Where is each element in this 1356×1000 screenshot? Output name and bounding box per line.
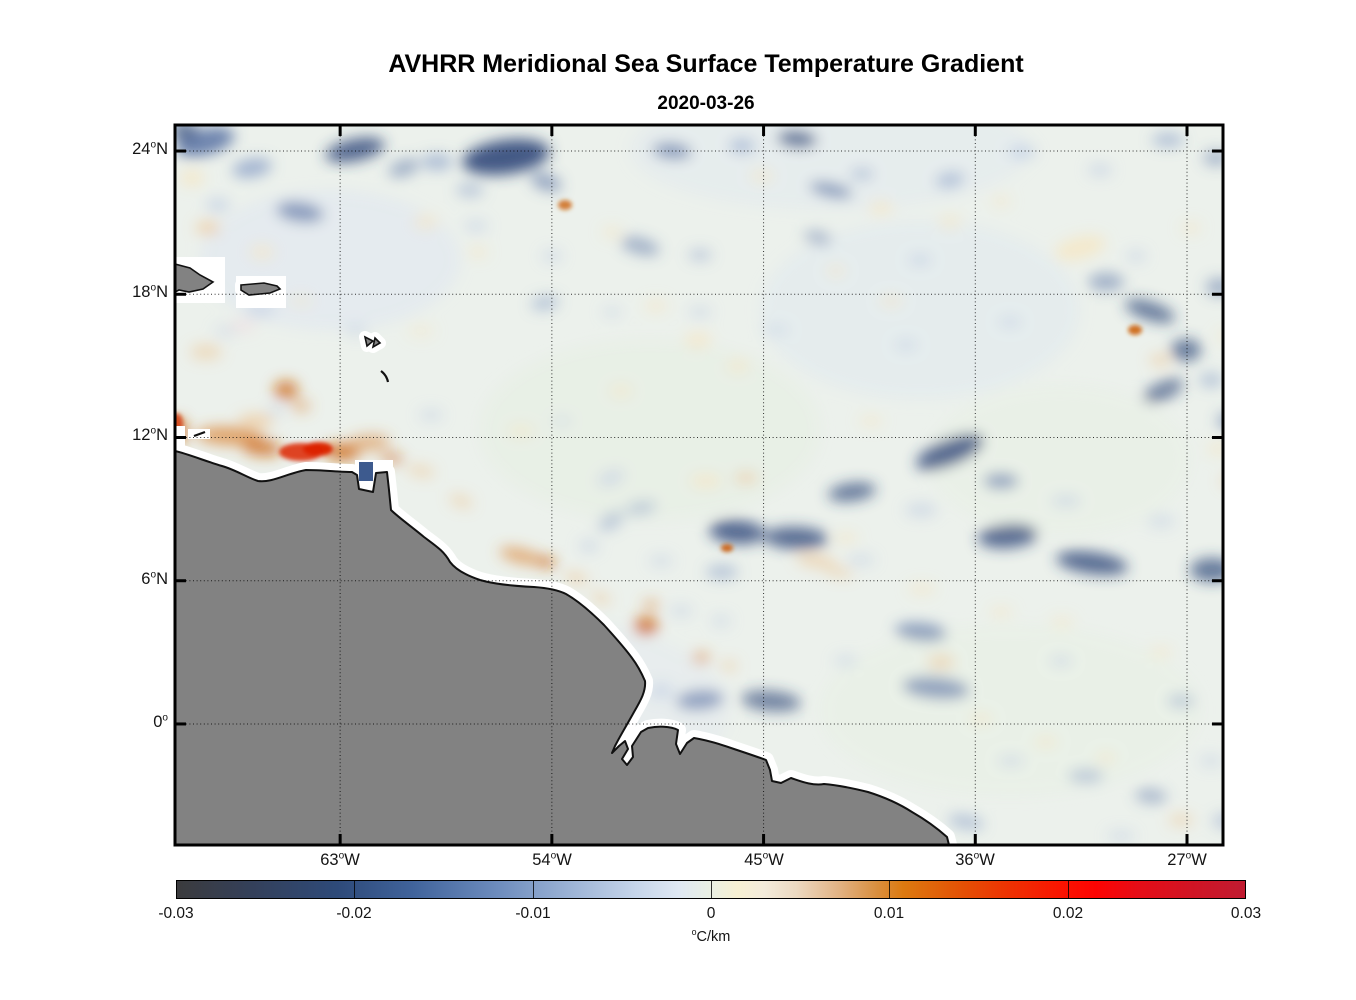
y-tick-label: 6oN	[141, 569, 168, 588]
colorbar-tick-label: 0.03	[1230, 905, 1262, 922]
colorbar-tick-label: 0.01	[873, 905, 905, 922]
mainland-coastline	[175, 450, 950, 845]
y-tick-label: 12oN	[132, 425, 168, 444]
gradient-field	[175, 125, 1223, 842]
colorbar-tick-label: -0.01	[515, 905, 551, 922]
island	[240, 282, 282, 296]
island	[193, 430, 206, 438]
y-tick-label: 0o	[153, 712, 168, 731]
island	[380, 370, 390, 383]
colorbar-tick-label: 0.02	[1052, 905, 1084, 922]
land-mass	[175, 257, 957, 845]
x-tick-label: 54oW	[532, 850, 572, 869]
colorbar-unit-label: oC/km	[691, 927, 731, 945]
y-tick-label: 24oN	[132, 139, 168, 158]
figure-date: 2020-03-26	[657, 93, 755, 114]
colorbar-tick-label: 0	[706, 905, 716, 922]
x-tick-label: 45oW	[744, 850, 784, 869]
y-tick-label: 18oN	[132, 282, 168, 301]
colorbar-tick	[711, 880, 712, 899]
colorbar-tick	[354, 880, 355, 899]
colorbar-tick-label: -0.03	[158, 905, 194, 922]
axes-border	[173, 123, 1225, 847]
x-tick-label: 27oW	[1167, 850, 1207, 869]
colorbar-tick	[1068, 880, 1069, 899]
colorbar-tick	[889, 880, 890, 899]
coastal-lagoon-pixel	[359, 462, 373, 481]
colorbar-tick	[533, 880, 534, 899]
colorbar-tick-label: -0.02	[336, 905, 372, 922]
island	[363, 335, 375, 348]
island	[371, 336, 382, 349]
figure-title: AVHRR Meridional Sea Surface Temperature…	[388, 50, 1024, 78]
x-tick-label: 63oW	[320, 850, 360, 869]
x-tick-label: 36oW	[955, 850, 995, 869]
